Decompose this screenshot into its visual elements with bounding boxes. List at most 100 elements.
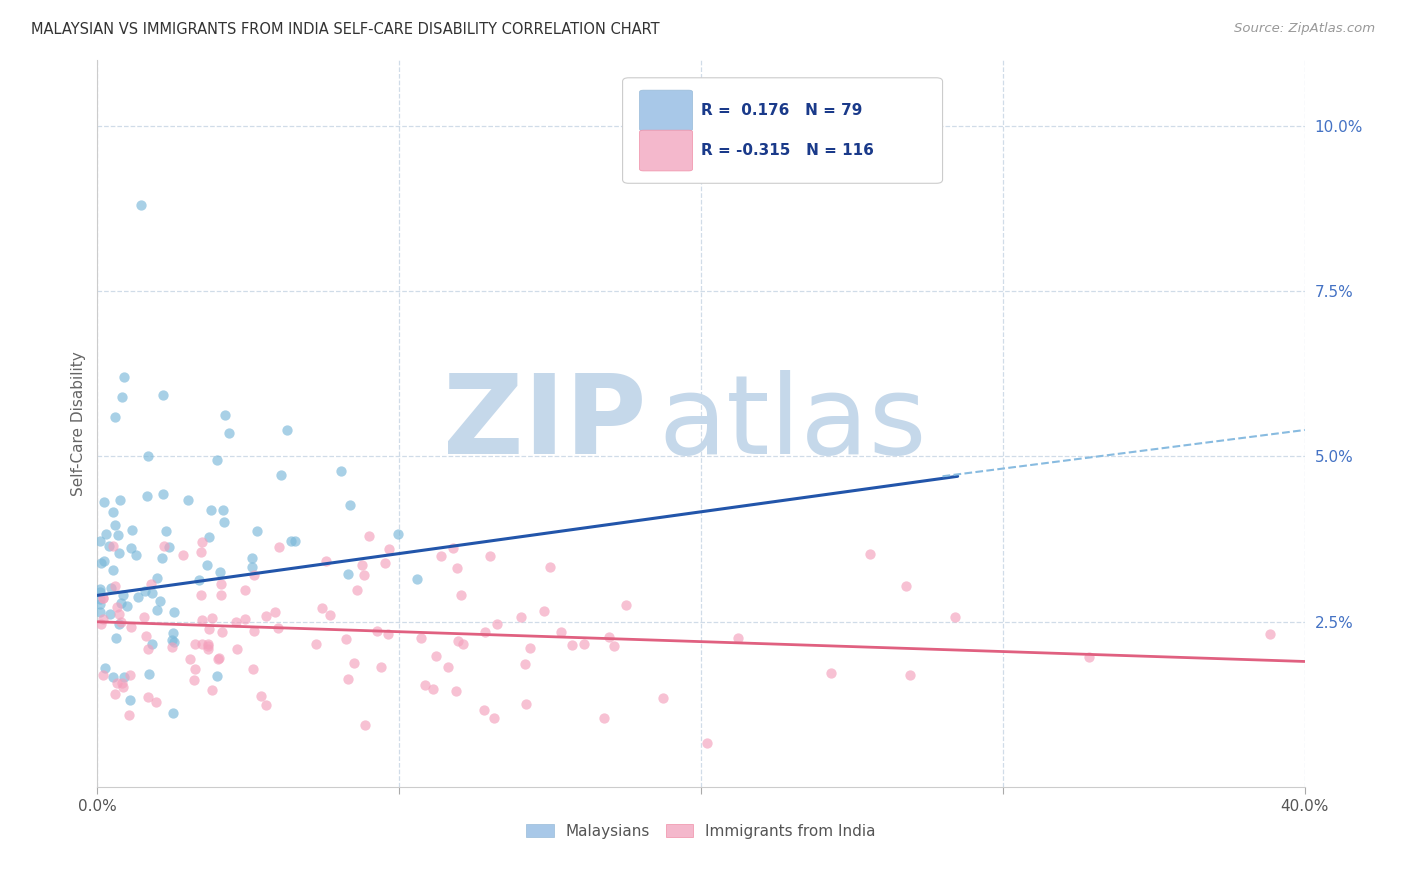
Point (444, 684, 467, 698)
Point (162, 706, 184, 720)
Point (592, 710, 614, 724)
Point (353, 567, 375, 582)
Point (208, 565, 231, 579)
Point (1260, 626, 1282, 640)
Point (129, 198, 152, 212)
Point (197, 530, 219, 544)
FancyBboxPatch shape (640, 130, 693, 171)
Point (315, 554, 337, 568)
Point (162, 626, 184, 640)
Point (212, 515, 235, 529)
Point (89, 605, 111, 619)
Point (120, 541, 142, 555)
Point (117, 599, 139, 613)
Point (898, 668, 921, 682)
Point (374, 556, 396, 570)
Point (105, 599, 128, 614)
Point (352, 558, 374, 572)
Point (136, 641, 159, 656)
Point (91, 591, 114, 606)
Point (311, 601, 333, 615)
Point (214, 408, 236, 422)
Point (550, 624, 572, 639)
Point (112, 670, 135, 684)
Point (110, 595, 132, 609)
Point (105, 631, 128, 645)
Text: ZIP: ZIP (443, 370, 647, 477)
Point (91, 612, 114, 626)
Point (283, 534, 305, 549)
Point (191, 613, 214, 627)
Point (145, 696, 167, 710)
Point (276, 423, 298, 437)
Point (482, 711, 505, 725)
Point (209, 576, 232, 591)
Point (696, 736, 718, 750)
Point (120, 620, 142, 634)
Point (346, 582, 368, 597)
Point (242, 662, 264, 676)
Point (152, 388, 174, 402)
Point (336, 672, 359, 686)
Text: MALAYSIAN VS IMMIGRANTS FROM INDIA SELF-CARE DISABILITY CORRELATION CHART: MALAYSIAN VS IMMIGRANTS FROM INDIA SELF-… (31, 22, 659, 37)
Point (233, 612, 256, 626)
Point (406, 572, 429, 586)
Point (89, 585, 111, 599)
Point (104, 409, 127, 424)
Point (561, 638, 583, 652)
Point (111, 676, 134, 690)
Point (138, 667, 160, 681)
Point (651, 691, 673, 706)
Point (90, 556, 112, 570)
Point (250, 689, 273, 703)
Point (437, 660, 460, 674)
Point (280, 534, 302, 549)
Point (100, 581, 122, 595)
Point (104, 517, 127, 532)
Point (108, 617, 131, 632)
Point (105, 675, 128, 690)
Point (201, 611, 224, 625)
Point (195, 558, 218, 573)
Point (141, 586, 163, 600)
Point (111, 588, 134, 602)
Point (183, 673, 205, 688)
Point (212, 503, 235, 517)
Point (101, 670, 124, 684)
Point (183, 662, 205, 676)
Point (727, 631, 749, 645)
Point (472, 703, 495, 717)
Point (136, 450, 159, 464)
Point (246, 524, 269, 538)
Point (446, 561, 468, 575)
Point (153, 539, 176, 553)
Point (486, 616, 509, 631)
Point (107, 528, 129, 542)
Point (172, 548, 194, 562)
Point (117, 708, 139, 723)
Point (179, 652, 201, 666)
Point (152, 550, 174, 565)
Point (943, 609, 966, 624)
Point (135, 629, 157, 643)
Point (859, 547, 882, 561)
Point (240, 551, 263, 566)
Point (112, 680, 135, 694)
Point (93, 554, 115, 568)
Point (343, 656, 366, 670)
Point (1077, 650, 1099, 665)
Point (98, 607, 121, 621)
Point (337, 566, 360, 581)
Text: atlas: atlas (659, 370, 928, 477)
Point (598, 630, 620, 644)
Point (160, 640, 183, 655)
Y-axis label: Self-Care Disability: Self-Care Disability (72, 351, 86, 496)
Point (207, 652, 229, 666)
Point (160, 632, 183, 647)
Point (163, 635, 186, 649)
Point (243, 624, 266, 638)
Point (91, 667, 114, 681)
Point (104, 579, 127, 593)
Point (377, 627, 399, 641)
Point (197, 639, 219, 653)
